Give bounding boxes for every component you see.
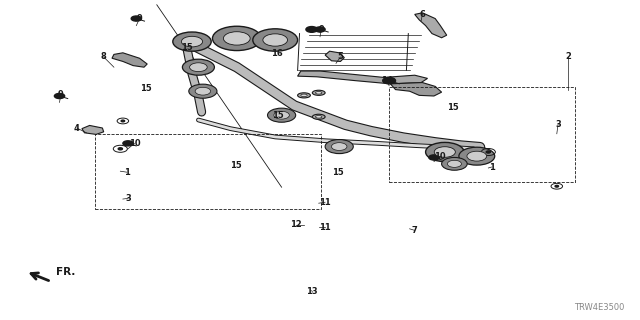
Circle shape — [189, 84, 217, 98]
Text: 7: 7 — [412, 226, 417, 235]
Circle shape — [306, 27, 317, 32]
Bar — [389, 87, 575, 182]
Circle shape — [182, 36, 202, 47]
Text: 2: 2 — [565, 52, 572, 61]
Circle shape — [212, 26, 261, 51]
Text: 5: 5 — [337, 52, 344, 61]
Text: 11: 11 — [319, 198, 331, 207]
Text: 1: 1 — [488, 163, 495, 172]
Circle shape — [223, 32, 250, 45]
Polygon shape — [298, 71, 428, 84]
Circle shape — [274, 111, 289, 119]
Text: 9: 9 — [58, 90, 63, 99]
Polygon shape — [390, 83, 442, 96]
Circle shape — [325, 140, 353, 154]
Circle shape — [486, 151, 490, 153]
Circle shape — [332, 143, 347, 150]
Circle shape — [123, 141, 133, 146]
Circle shape — [173, 32, 211, 51]
Text: 13: 13 — [307, 287, 318, 296]
Circle shape — [429, 155, 439, 160]
Text: 9: 9 — [319, 25, 324, 34]
Circle shape — [434, 147, 456, 157]
Circle shape — [467, 151, 486, 161]
Circle shape — [131, 16, 141, 21]
Polygon shape — [325, 51, 344, 61]
Circle shape — [268, 108, 296, 122]
Circle shape — [459, 147, 495, 165]
Circle shape — [253, 29, 298, 51]
Circle shape — [383, 77, 396, 84]
Circle shape — [426, 142, 464, 162]
Circle shape — [118, 148, 122, 150]
Text: 9: 9 — [137, 14, 142, 23]
Text: TRW4E3500: TRW4E3500 — [573, 303, 624, 312]
Ellipse shape — [298, 93, 310, 98]
Ellipse shape — [316, 92, 322, 94]
Text: 15: 15 — [273, 111, 284, 120]
Text: 10: 10 — [129, 139, 140, 148]
Circle shape — [54, 93, 65, 99]
Polygon shape — [82, 125, 104, 134]
Text: 15: 15 — [332, 168, 344, 177]
Text: 3: 3 — [125, 194, 131, 203]
Text: 15: 15 — [181, 43, 193, 52]
Ellipse shape — [312, 114, 325, 119]
Circle shape — [121, 120, 125, 122]
Text: 12: 12 — [290, 220, 301, 229]
Circle shape — [442, 157, 467, 170]
Polygon shape — [415, 13, 447, 38]
Text: 15: 15 — [447, 103, 459, 112]
Ellipse shape — [312, 90, 325, 95]
Circle shape — [555, 185, 559, 187]
Text: 6: 6 — [419, 10, 426, 19]
Text: 3: 3 — [556, 120, 561, 129]
Circle shape — [263, 34, 287, 46]
Bar — [95, 134, 321, 209]
Circle shape — [195, 87, 211, 95]
Text: 15: 15 — [140, 84, 152, 92]
Text: FR.: FR. — [56, 267, 76, 277]
Text: 8: 8 — [101, 52, 106, 61]
Text: 15: 15 — [230, 161, 241, 170]
Text: 11: 11 — [319, 223, 331, 232]
Text: 4: 4 — [74, 124, 80, 132]
Ellipse shape — [316, 116, 322, 118]
Circle shape — [447, 160, 461, 167]
Circle shape — [315, 27, 325, 32]
Ellipse shape — [301, 94, 307, 97]
Text: 16: 16 — [271, 49, 282, 58]
Text: 1: 1 — [124, 168, 130, 177]
Text: 14: 14 — [381, 76, 393, 85]
Circle shape — [182, 59, 214, 75]
Polygon shape — [112, 53, 147, 67]
Text: 10: 10 — [435, 152, 446, 161]
Circle shape — [189, 63, 207, 72]
